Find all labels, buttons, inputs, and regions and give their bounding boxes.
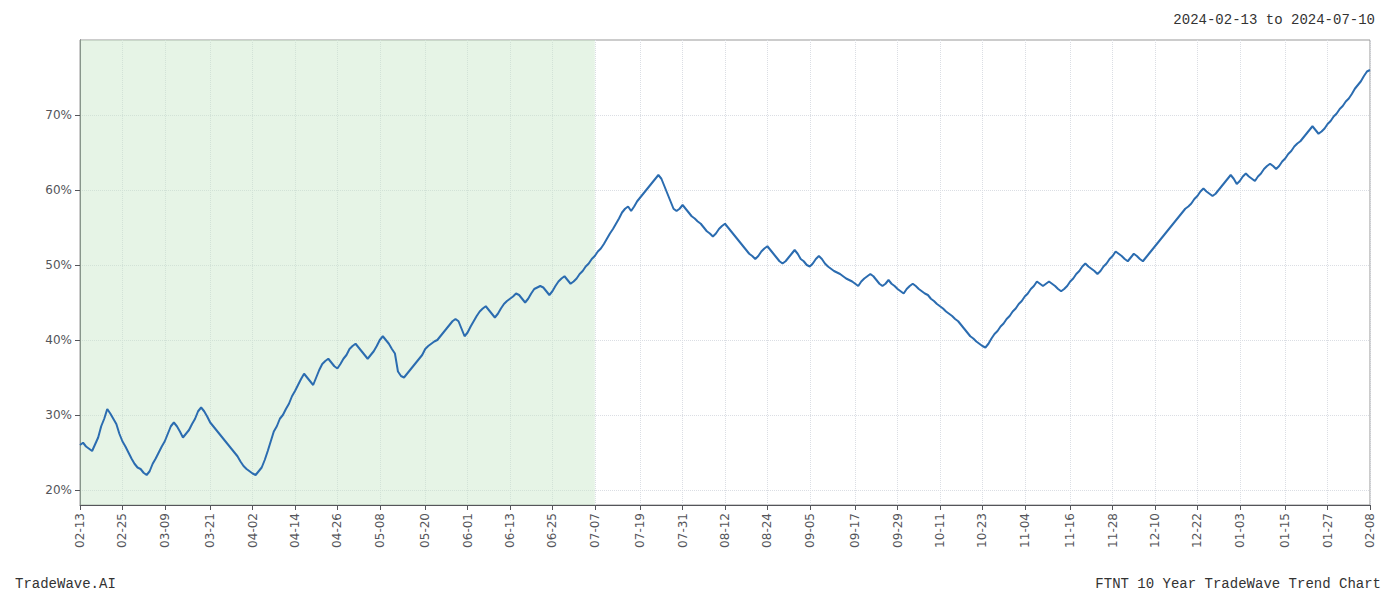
svg-text:04-14: 04-14 <box>288 513 302 548</box>
svg-text:06-01: 06-01 <box>461 513 475 548</box>
svg-text:07-31: 07-31 <box>676 513 690 548</box>
svg-text:12-10: 12-10 <box>1148 513 1162 548</box>
svg-text:02-13: 02-13 <box>73 513 87 548</box>
svg-text:12-22: 12-22 <box>1190 513 1204 548</box>
svg-text:11-16: 11-16 <box>1063 513 1077 548</box>
svg-text:60%: 60% <box>45 183 72 197</box>
svg-text:06-13: 06-13 <box>503 513 517 548</box>
svg-text:FTNT 10 Year TradeWave Trend C: FTNT 10 Year TradeWave Trend Chart <box>1095 576 1381 592</box>
svg-text:09-05: 09-05 <box>803 513 817 548</box>
svg-text:TradeWave.AI: TradeWave.AI <box>15 576 116 592</box>
svg-text:09-17: 09-17 <box>848 513 862 548</box>
svg-text:04-02: 04-02 <box>246 513 260 548</box>
svg-text:04-26: 04-26 <box>330 513 344 548</box>
svg-text:08-24: 08-24 <box>760 513 774 548</box>
svg-text:05-20: 05-20 <box>418 513 432 548</box>
svg-text:70%: 70% <box>45 108 72 122</box>
svg-text:06-25: 06-25 <box>545 513 559 548</box>
svg-text:01-15: 01-15 <box>1278 513 1292 548</box>
svg-text:03-21: 03-21 <box>203 513 217 548</box>
svg-text:10-23: 10-23 <box>975 513 989 548</box>
svg-text:03-09: 03-09 <box>158 513 172 548</box>
svg-text:2024-02-13 to 2024-07-10: 2024-02-13 to 2024-07-10 <box>1173 12 1375 28</box>
svg-text:40%: 40% <box>45 333 72 347</box>
svg-text:07-07: 07-07 <box>588 513 602 548</box>
svg-text:10-11: 10-11 <box>933 513 947 548</box>
svg-text:11-28: 11-28 <box>1106 513 1120 548</box>
svg-text:09-29: 09-29 <box>891 513 905 548</box>
svg-text:02-25: 02-25 <box>115 513 129 548</box>
svg-text:30%: 30% <box>45 408 72 422</box>
svg-text:11-04: 11-04 <box>1018 513 1032 548</box>
svg-text:05-08: 05-08 <box>373 513 387 548</box>
svg-text:01-27: 01-27 <box>1321 513 1335 548</box>
svg-text:08-12: 08-12 <box>718 513 732 548</box>
svg-text:07-19: 07-19 <box>633 513 647 548</box>
svg-text:01-03: 01-03 <box>1233 513 1247 548</box>
svg-text:02-08: 02-08 <box>1363 513 1377 548</box>
svg-text:50%: 50% <box>45 258 72 272</box>
svg-text:20%: 20% <box>45 483 72 497</box>
